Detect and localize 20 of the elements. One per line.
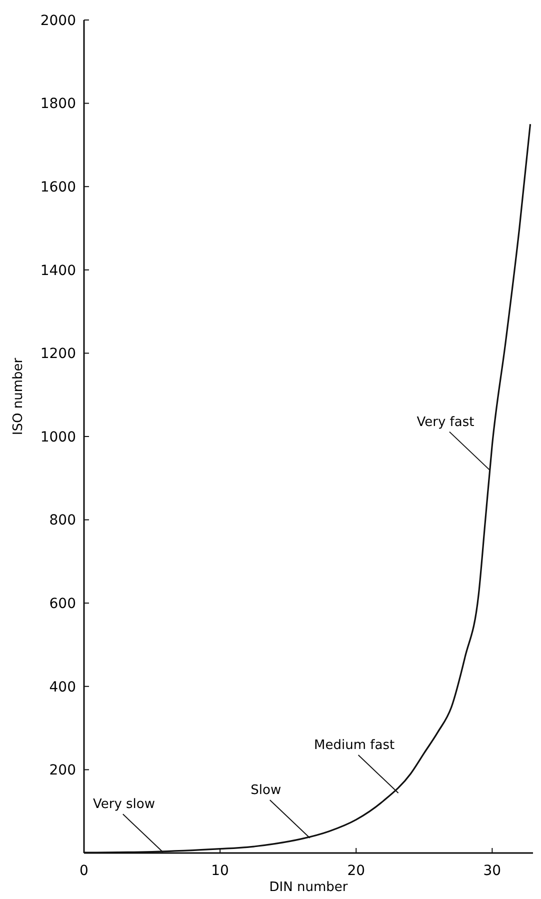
- y-tick-label: 1400: [40, 262, 76, 279]
- y-tick-label: 1600: [40, 180, 76, 196]
- x-tick-label: 20: [347, 863, 366, 879]
- y-tick-label: 400: [49, 679, 76, 696]
- y-tick-label: 1200: [40, 346, 76, 362]
- annotation: Very fast: [416, 414, 474, 430]
- x-tick-label: 10: [211, 863, 229, 879]
- x-tick-label: 0: [80, 863, 88, 879]
- annotation: Very slow: [92, 797, 156, 812]
- y-tick-label: 600: [49, 596, 76, 612]
- x-axis-title: DIN number: [269, 880, 348, 895]
- x-tick-label: 30: [483, 863, 502, 879]
- y-tick-label: 2000: [40, 12, 76, 29]
- annotation: Slow: [250, 783, 282, 798]
- y-axis-title: ISO number: [11, 357, 26, 436]
- y-tick-label: 800: [49, 512, 76, 529]
- annotation: Medium fast: [314, 738, 395, 754]
- y-tick-label: 1800: [40, 96, 76, 112]
- y-tick-label: 1000: [40, 429, 76, 446]
- y-tick-label: 200: [49, 762, 76, 779]
